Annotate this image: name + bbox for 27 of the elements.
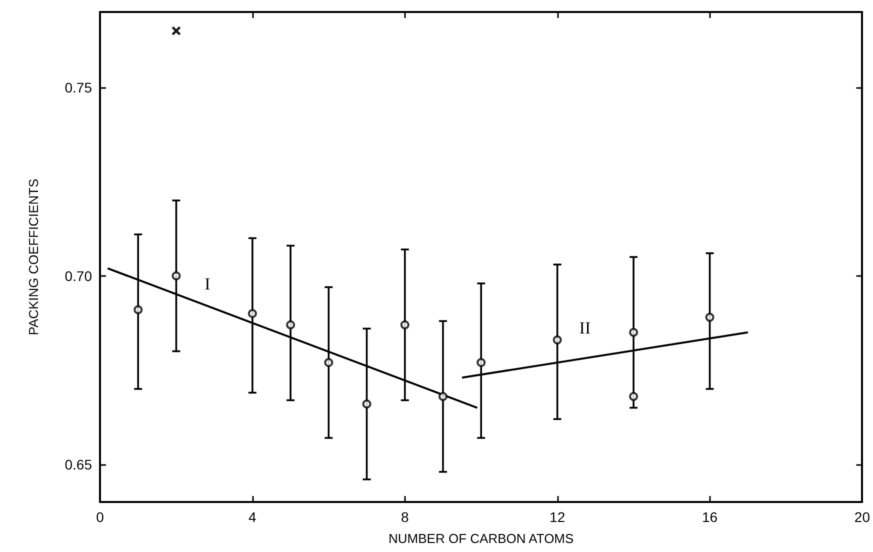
series-label: I xyxy=(204,274,211,294)
point xyxy=(134,305,143,314)
x-tick-label: 16 xyxy=(702,509,718,525)
x-tick-label: 0 xyxy=(96,509,104,525)
point xyxy=(172,26,180,36)
x-tick-label: 12 xyxy=(550,509,566,525)
x-tick-label: 20 xyxy=(854,509,870,525)
series-label: II xyxy=(579,318,591,338)
point xyxy=(705,312,714,322)
y-tick-label: 0.70 xyxy=(64,268,92,284)
point xyxy=(286,320,296,330)
point xyxy=(324,358,334,368)
x-tick-label: 4 xyxy=(248,509,257,525)
y-axis-title: PACKING COEFFICIENTS xyxy=(26,178,41,336)
y-tick-label: 0.75 xyxy=(64,79,92,96)
point xyxy=(248,309,257,318)
point xyxy=(629,392,638,401)
point xyxy=(629,328,638,337)
point xyxy=(438,392,448,401)
x-axis-title: NUMBER OF CARBON ATOMS xyxy=(388,531,574,546)
point xyxy=(400,320,410,330)
point xyxy=(476,358,486,368)
y-tick-label: 0.65 xyxy=(64,456,92,472)
x-tick-label: 8 xyxy=(400,509,409,525)
point xyxy=(552,335,562,344)
point xyxy=(362,400,372,408)
point xyxy=(172,271,181,280)
